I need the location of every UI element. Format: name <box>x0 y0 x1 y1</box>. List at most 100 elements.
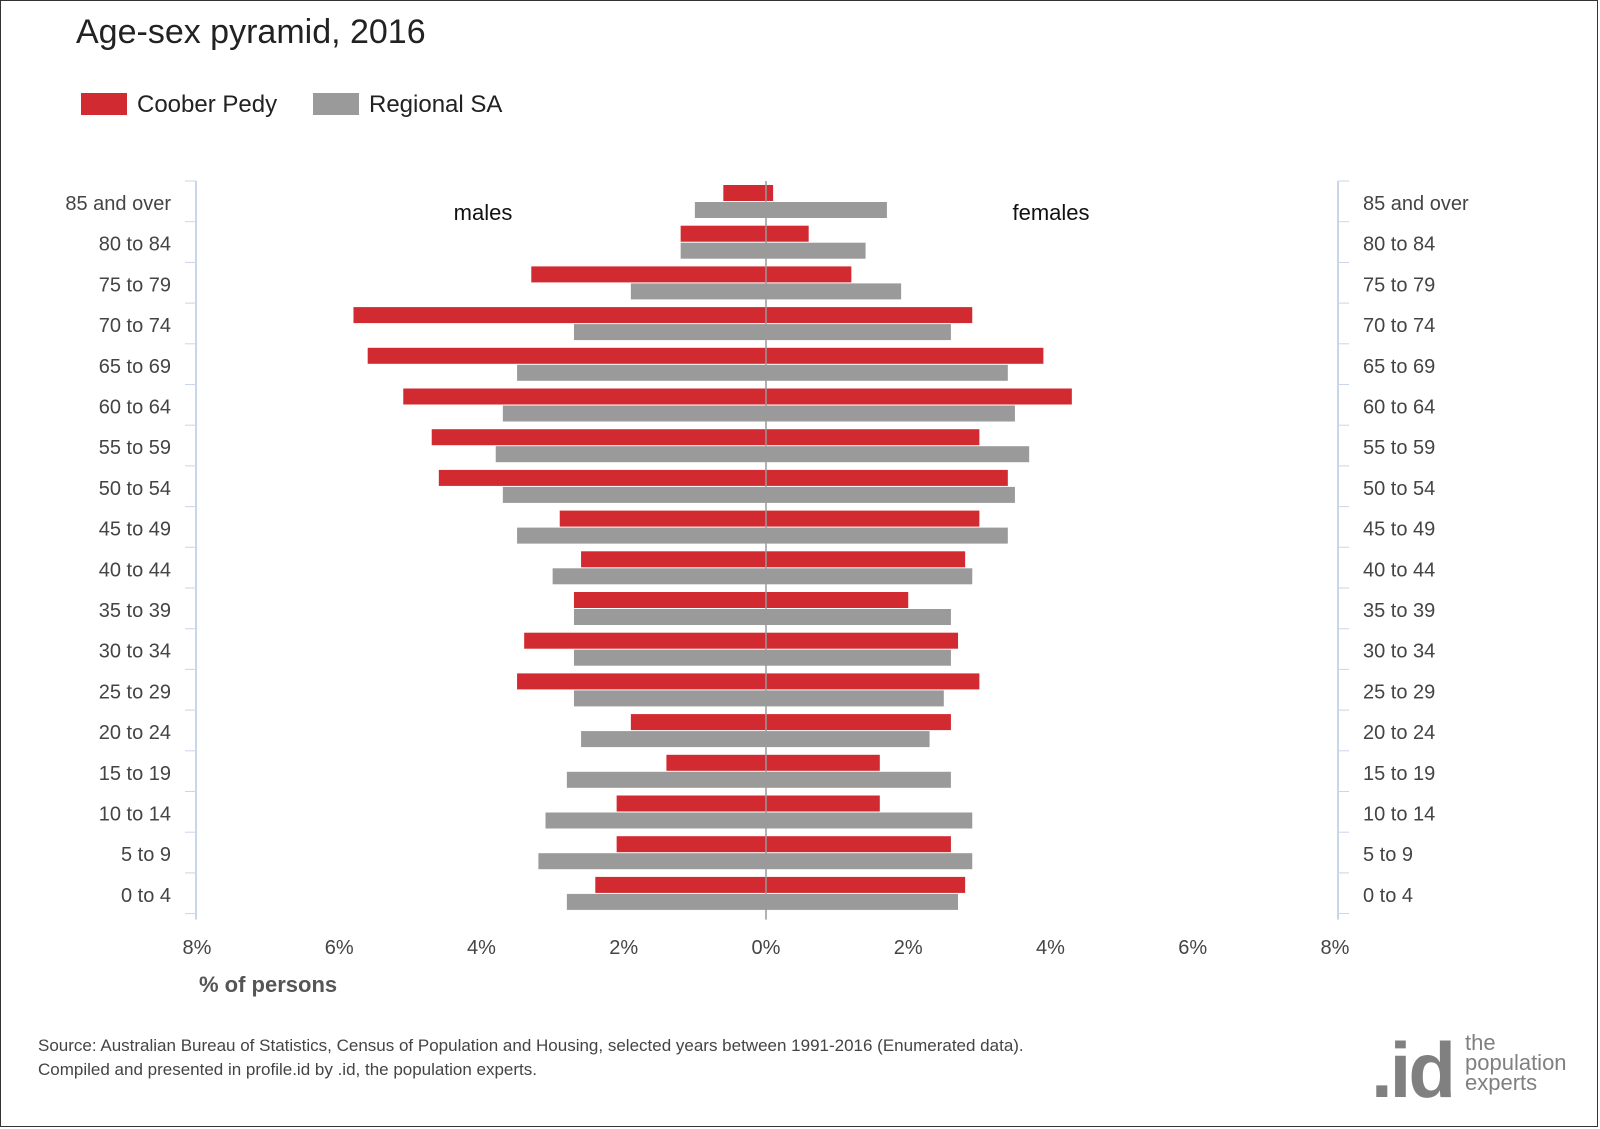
bar-regional-sa-males-30-to-34 <box>573 649 766 666</box>
bar-regional-sa-females-50-to-54 <box>766 486 1015 503</box>
source-line-2: Compiled and presented in profile.id by … <box>38 1060 537 1079</box>
bar-coober-pedy-males-5-to-9 <box>616 836 766 853</box>
pyramid-chart: 85 and over 85 and over 80 to 84 80 to 84 75… <box>65 180 1469 997</box>
y-label-right-0-to-4: 0 to 4 <box>1363 885 1413 907</box>
id-logo: .id the population experts <box>1371 1031 1571 1117</box>
y-label-right-60-to-64: 60 to 64 <box>1363 397 1435 419</box>
bar-coober-pedy-females-35-to-39 <box>766 592 909 608</box>
bar-regional-sa-females-15-to-19 <box>766 771 951 788</box>
bar-coober-pedy-males-60-to-64 <box>403 388 766 405</box>
legend-swatch-coober-pedy <box>81 92 127 115</box>
bar-coober-pedy-females-0-to-4 <box>766 876 966 893</box>
bar-regional-sa-females-25-to-29 <box>766 690 944 707</box>
bar-coober-pedy-males-35-to-39 <box>573 592 766 608</box>
bar-coober-pedy-males-80-to-84 <box>680 225 766 242</box>
bar-coober-pedy-females-80-to-84 <box>766 225 809 242</box>
bar-regional-sa-females-65-to-69 <box>766 364 1008 381</box>
legend-label-regional-sa: Regional SA <box>369 91 503 118</box>
y-label-left-15-to-19: 15 to 19 <box>99 763 171 785</box>
y-label-right-85-and-over: 85 and over <box>1363 193 1469 215</box>
bar-regional-sa-males-85-and-over <box>694 202 766 218</box>
source-line-1: Source: Australian Bureau of Statistics,… <box>38 1036 1024 1055</box>
bar-coober-pedy-females-20-to-24 <box>766 714 951 731</box>
bar-coober-pedy-females-40-to-44 <box>766 551 966 568</box>
bar-coober-pedy-males-30-to-34 <box>524 632 766 649</box>
bar-regional-sa-males-65-to-69 <box>517 364 766 381</box>
bar-regional-sa-males-45-to-49 <box>517 527 766 544</box>
y-label-left-25-to-29: 25 to 29 <box>99 681 171 703</box>
bar-regional-sa-males-0-to-4 <box>566 893 766 910</box>
bar-coober-pedy-females-45-to-49 <box>766 510 980 527</box>
bar-regional-sa-males-50-to-54 <box>502 486 766 503</box>
y-label-right-70-to-74: 70 to 74 <box>1363 315 1435 337</box>
bar-regional-sa-males-55-to-59 <box>495 446 766 463</box>
bar-regional-sa-males-70-to-74 <box>573 324 766 341</box>
x-tick-label: 0% <box>752 937 781 959</box>
y-label-left-55-to-59: 55 to 59 <box>99 437 171 459</box>
y-label-right-25-to-29: 25 to 29 <box>1363 681 1435 703</box>
bar-regional-sa-males-60-to-64 <box>502 405 766 422</box>
bar-coober-pedy-females-10-to-14 <box>766 795 880 812</box>
logo-tagline-line-2: population <box>1465 1050 1567 1075</box>
bar-coober-pedy-males-65-to-69 <box>367 347 766 364</box>
x-tick-label: 4% <box>467 937 496 959</box>
bar-coober-pedy-females-75-to-79 <box>766 266 852 283</box>
y-label-left-40-to-44: 40 to 44 <box>99 559 171 581</box>
y-label-right-40-to-44: 40 to 44 <box>1363 559 1435 581</box>
bar-regional-sa-females-75-to-79 <box>766 283 902 300</box>
y-label-left-85-and-over: 85 and over <box>65 193 171 215</box>
bar-regional-sa-females-35-to-39 <box>766 609 951 625</box>
logo-tagline-line-3: experts <box>1465 1070 1538 1095</box>
bar-coober-pedy-females-50-to-54 <box>766 469 1008 486</box>
bar-regional-sa-males-80-to-84 <box>680 242 766 259</box>
bar-coober-pedy-males-15-to-19 <box>666 754 766 771</box>
bar-regional-sa-females-0-to-4 <box>766 893 959 910</box>
chart-title: Age-sex pyramid, 2016 <box>76 13 426 51</box>
logo-tagline-line-1: the <box>1465 1030 1496 1055</box>
y-label-left-10-to-14: 10 to 14 <box>99 804 171 826</box>
bar-coober-pedy-males-40-to-44 <box>581 551 766 568</box>
bar-coober-pedy-males-20-to-24 <box>630 714 766 731</box>
bar-coober-pedy-males-25-to-29 <box>517 673 766 690</box>
legend-item-regional-sa[interactable]: Regional SA <box>313 91 502 119</box>
x-tick-label: 8% <box>1321 937 1350 959</box>
y-label-right-55-to-59: 55 to 59 <box>1363 437 1435 459</box>
bar-regional-sa-males-10-to-14 <box>545 812 766 829</box>
x-tick-label: 4% <box>1036 937 1065 959</box>
bar-regional-sa-females-45-to-49 <box>766 527 1008 544</box>
bar-regional-sa-males-20-to-24 <box>581 731 766 748</box>
y-label-left-50-to-54: 50 to 54 <box>99 478 171 500</box>
bar-coober-pedy-males-0-to-4 <box>595 876 766 893</box>
bar-coober-pedy-males-85-and-over <box>723 185 766 201</box>
x-tick-label: 6% <box>1178 937 1207 959</box>
bar-regional-sa-females-30-to-34 <box>766 649 951 666</box>
bar-coober-pedy-females-85-and-over <box>766 185 774 201</box>
y-label-left-35-to-39: 35 to 39 <box>99 600 171 622</box>
source-note: Source: Australian Bureau of Statistics,… <box>38 1034 1024 1082</box>
bar-coober-pedy-females-65-to-69 <box>766 347 1044 364</box>
y-label-left-0-to-4: 0 to 4 <box>121 885 171 907</box>
bar-regional-sa-males-5-to-9 <box>538 853 766 870</box>
bar-regional-sa-females-60-to-64 <box>766 405 1015 422</box>
bar-regional-sa-males-25-to-29 <box>573 690 766 707</box>
bar-coober-pedy-females-60-to-64 <box>766 388 1072 405</box>
y-label-left-45-to-49: 45 to 49 <box>99 519 171 541</box>
bar-coober-pedy-females-70-to-74 <box>766 307 973 324</box>
x-axis-label: % of persons <box>199 972 337 997</box>
bar-regional-sa-females-40-to-44 <box>766 568 973 585</box>
bar-regional-sa-females-20-to-24 <box>766 731 930 748</box>
legend-item-coober-pedy[interactable]: Coober Pedy <box>81 91 277 119</box>
x-tick-label: 2% <box>894 937 923 959</box>
x-tick-label: 2% <box>609 937 638 959</box>
bar-regional-sa-males-35-to-39 <box>573 609 766 625</box>
y-label-right-20-to-24: 20 to 24 <box>1363 722 1435 744</box>
bar-coober-pedy-males-75-to-79 <box>531 266 766 283</box>
y-label-left-60-to-64: 60 to 64 <box>99 397 171 419</box>
bar-coober-pedy-females-25-to-29 <box>766 673 980 690</box>
bar-coober-pedy-males-45-to-49 <box>559 510 766 527</box>
legend-label-coober-pedy: Coober Pedy <box>137 91 278 118</box>
y-label-left-20-to-24: 20 to 24 <box>99 722 171 744</box>
legend-swatch-regional-sa <box>313 92 359 115</box>
y-label-right-35-to-39: 35 to 39 <box>1363 600 1435 622</box>
